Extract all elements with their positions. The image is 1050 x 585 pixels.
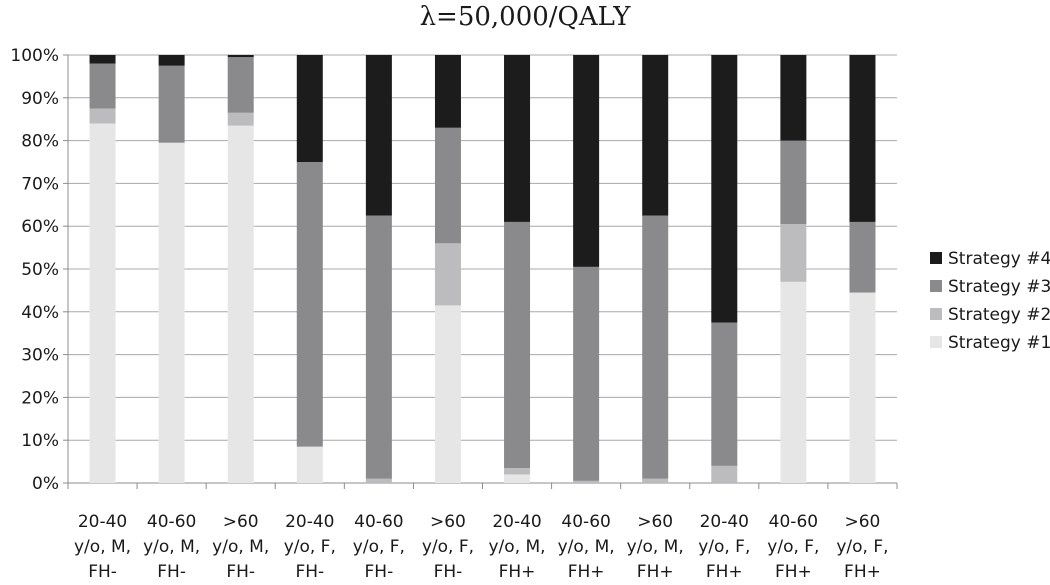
x-tick-label: 20-40 (492, 512, 541, 532)
bar-segment (158, 65, 185, 143)
y-tick-label: 90% (21, 89, 59, 109)
y-tick-label: 80% (21, 132, 59, 152)
bar-segment (434, 55, 461, 128)
bar-segment (296, 162, 323, 447)
x-tick-label: y/o, F, (353, 537, 405, 557)
x-tick-label: 40-60 (769, 512, 818, 532)
x-tick-label: FH+ (499, 562, 536, 580)
bar-segment (573, 266, 600, 481)
bar-segment (849, 292, 876, 483)
bar-segment (89, 55, 116, 64)
x-tick-label: 20-40 (285, 512, 334, 532)
bar-segment (780, 55, 807, 141)
bar-segment (504, 468, 531, 475)
bar-segment (642, 478, 669, 483)
x-tick-label: y/o, F, (767, 537, 819, 557)
x-tick-label: y/o, M, (143, 537, 200, 557)
bar-segment (89, 108, 116, 124)
x-tick-label: FH+ (844, 562, 881, 580)
bar-segment (504, 55, 531, 222)
bar-segment (780, 281, 807, 483)
bar-segment (780, 224, 807, 282)
y-tick-label: 20% (21, 388, 59, 408)
x-tick-label: FH- (226, 562, 255, 580)
bar-segment (504, 221, 531, 469)
legend-label: Strategy #4 (948, 249, 1050, 269)
legend-label: Strategy #3 (948, 277, 1050, 297)
x-tick-label: y/o, M, (74, 537, 131, 557)
x-tick-label: 20-40 (700, 512, 749, 532)
legend-label: Strategy #1 (948, 333, 1050, 353)
x-tick-label: y/o, M, (627, 537, 684, 557)
legend-swatch (930, 252, 942, 264)
bar-segment (711, 322, 738, 466)
y-tick-label: 100% (10, 46, 59, 66)
x-tick-label: 40-60 (354, 512, 403, 532)
bar-segment (434, 305, 461, 483)
bar-segment (434, 127, 461, 244)
bar-segment (642, 55, 669, 216)
x-tick-label: >60 (223, 512, 259, 532)
x-tick-label: y/o, F, (836, 537, 888, 557)
legend-label: Strategy #2 (948, 305, 1050, 325)
bar-segment (89, 123, 116, 483)
bar-segment (849, 221, 876, 293)
y-tick-label: 40% (21, 303, 59, 323)
legend-swatch (930, 280, 942, 292)
bar-segment (158, 55, 185, 66)
x-tick-label: FH+ (706, 562, 743, 580)
bar-segment (711, 465, 738, 483)
y-tick-label: 0% (32, 474, 59, 494)
bar-segment (227, 112, 254, 126)
x-tick-label: FH+ (775, 562, 812, 580)
legend-swatch (930, 336, 942, 348)
bar-segment (89, 63, 116, 109)
x-tick-label: 20-40 (78, 512, 127, 532)
bar-segment (227, 125, 254, 484)
bar-segment (711, 55, 738, 323)
x-tick-label: y/o, M, (558, 537, 615, 557)
x-tick-label: FH- (88, 562, 117, 580)
x-tick-label: FH- (157, 562, 186, 580)
x-tick-label: y/o, F, (284, 537, 336, 557)
bar-segment (434, 243, 461, 306)
bar-segment (227, 57, 254, 113)
bar-segment (849, 55, 876, 222)
legend-swatch (930, 308, 942, 320)
x-tick-label: y/o, F, (698, 537, 750, 557)
bar-segment (158, 142, 185, 484)
bar-segment (296, 55, 323, 162)
bar-segment (504, 474, 531, 483)
x-tick-label: FH- (295, 562, 324, 580)
x-tick-label: y/o, F, (422, 537, 474, 557)
bar-segment (296, 446, 323, 483)
y-tick-label: 30% (21, 346, 59, 366)
bar-segment (365, 55, 392, 216)
bar-segment (227, 55, 254, 58)
x-tick-label: FH- (365, 562, 394, 580)
bar-segment (642, 215, 669, 479)
bar-segment (573, 480, 600, 483)
y-tick-label: 10% (21, 431, 59, 451)
x-tick-label: FH+ (568, 562, 605, 580)
x-tick-label: >60 (430, 512, 466, 532)
x-tick-label: y/o, M, (489, 537, 546, 557)
bar-segment (573, 55, 600, 267)
bar-segment (365, 478, 392, 483)
bar-segment (780, 140, 807, 225)
x-tick-label: FH- (434, 562, 463, 580)
x-tick-label: 40-60 (147, 512, 196, 532)
x-tick-label: >60 (637, 512, 673, 532)
x-tick-label: y/o, M, (212, 537, 269, 557)
x-tick-label: >60 (845, 512, 881, 532)
x-tick-label: 40-60 (561, 512, 610, 532)
bar-segment (365, 215, 392, 479)
y-tick-label: 60% (21, 217, 59, 237)
x-tick-label: FH+ (637, 562, 674, 580)
y-tick-label: 70% (21, 174, 59, 194)
chart-title: λ=50,000/QALY (419, 2, 631, 32)
y-tick-label: 50% (21, 260, 59, 280)
